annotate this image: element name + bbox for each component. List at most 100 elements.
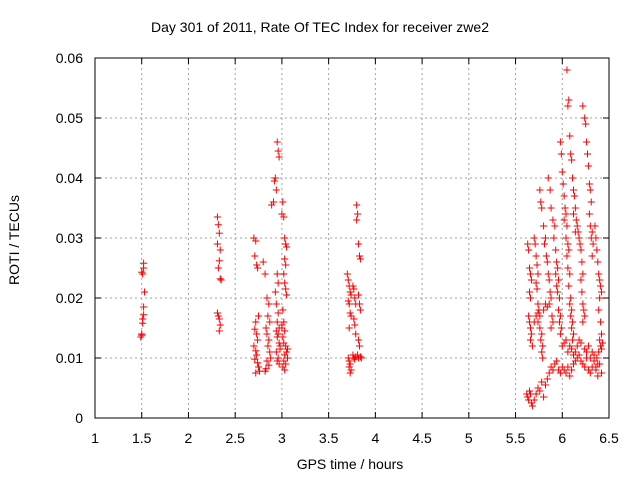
data-point <box>280 318 288 326</box>
data-point <box>536 186 544 194</box>
data-point <box>538 204 546 212</box>
data-point <box>585 210 593 218</box>
data-point <box>566 300 574 308</box>
data-point <box>275 360 283 368</box>
data-point <box>545 276 553 284</box>
x-tick-label: 2 <box>185 430 193 446</box>
data-point <box>587 198 595 206</box>
data-point <box>564 348 572 356</box>
data-point <box>538 378 546 386</box>
data-point <box>598 288 606 296</box>
data-point <box>526 387 534 395</box>
data-point <box>588 348 596 356</box>
data-point <box>579 300 587 308</box>
y-tick-label: 0.03 <box>56 230 83 246</box>
data-point <box>264 312 272 320</box>
data-point <box>141 288 149 296</box>
data-point <box>566 372 574 380</box>
data-point <box>281 366 289 374</box>
data-point <box>351 294 359 302</box>
data-point <box>555 294 563 302</box>
data-point <box>253 351 261 359</box>
data-point <box>592 234 600 242</box>
data-point <box>532 252 540 260</box>
data-point <box>524 240 532 248</box>
data-point <box>584 342 592 350</box>
data-point <box>527 330 535 338</box>
data-point <box>567 312 575 320</box>
data-point <box>553 357 561 365</box>
data-point <box>555 306 563 314</box>
data-point <box>562 336 570 344</box>
data-point <box>574 228 582 236</box>
data-point <box>595 270 603 278</box>
x-tick-label: 1 <box>91 430 99 446</box>
data-point <box>355 342 363 350</box>
data-point <box>541 240 549 248</box>
data-point <box>538 330 546 338</box>
data-point <box>565 96 573 104</box>
data-point <box>271 174 279 182</box>
data-point <box>577 339 585 347</box>
data-point <box>555 276 563 284</box>
data-point <box>350 285 358 293</box>
data-point <box>571 348 579 356</box>
data-point <box>565 246 573 254</box>
data-point <box>138 268 146 276</box>
data-point <box>252 318 260 326</box>
data-point <box>581 114 589 122</box>
data-point <box>552 246 560 254</box>
data-point <box>564 240 572 248</box>
data-point <box>539 342 547 350</box>
data-point <box>596 294 604 302</box>
data-point <box>538 348 546 356</box>
data-point <box>581 345 589 353</box>
data-point <box>543 258 551 266</box>
data-point <box>279 198 287 206</box>
data-point <box>559 180 567 188</box>
data-point <box>251 325 259 333</box>
data-point <box>567 150 575 158</box>
data-point <box>537 336 545 344</box>
data-point <box>273 318 281 326</box>
chart-title: Day 301 of 2011, Rate Of TEC Index for r… <box>151 19 489 35</box>
data-point <box>541 234 549 242</box>
data-point <box>579 270 587 278</box>
data-point <box>274 330 282 338</box>
data-point <box>575 336 583 344</box>
data-point <box>216 246 224 254</box>
data-point <box>562 369 570 377</box>
data-point <box>265 361 273 369</box>
data-point <box>539 354 547 362</box>
data-point <box>598 369 606 377</box>
data-point <box>541 381 549 389</box>
data-point <box>534 384 542 392</box>
data-point <box>251 355 259 363</box>
data-point <box>577 276 585 284</box>
data-point <box>569 360 577 368</box>
data-point <box>347 366 355 374</box>
data-point <box>263 294 271 302</box>
data-point <box>354 210 362 218</box>
data-point <box>254 336 262 344</box>
data-point <box>547 294 555 302</box>
data-point <box>569 318 577 326</box>
data-point <box>548 312 556 320</box>
data-point <box>273 357 281 365</box>
data-point <box>138 331 146 339</box>
data-point <box>581 363 589 371</box>
data-point <box>597 282 605 290</box>
x-tick-label: 3 <box>278 430 286 446</box>
data-point <box>575 234 583 242</box>
x-tick-label: 2.5 <box>225 430 245 446</box>
data-point <box>596 276 604 284</box>
data-point <box>561 204 569 212</box>
data-point <box>560 339 568 347</box>
data-point <box>526 294 534 302</box>
data-point <box>349 282 357 290</box>
data-point <box>560 366 568 374</box>
data-point <box>282 261 290 269</box>
data-point <box>591 222 599 230</box>
data-point <box>588 228 596 236</box>
